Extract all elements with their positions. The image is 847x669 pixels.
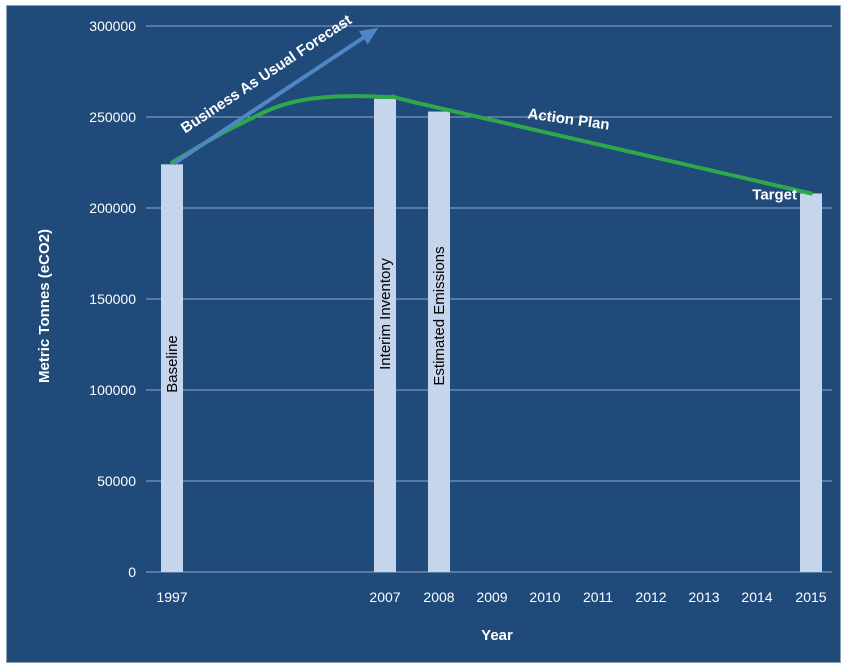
forecast-label: Business As Usual Forecast [178, 12, 355, 137]
action-plan-line [170, 94, 813, 196]
y-tick-label: 150000 [89, 291, 136, 307]
bar-2007 [374, 98, 396, 573]
chart-area: 0 50000 100000 150000 200000 250000 300000 1997… [6, 5, 841, 663]
x-tick-label: 2009 [476, 589, 507, 605]
forecast-arrow-shaft [172, 28, 377, 166]
emissions-chart: 0 50000 100000 150000 200000 250000 300000 1997… [36, 12, 832, 644]
y-tick-label: 200000 [89, 200, 136, 216]
bar-label: Estimated Emissions [431, 246, 448, 385]
y-axis-title: Metric Tonnes (eCO2) [36, 229, 53, 383]
x-tick-label: 2015 [795, 589, 826, 605]
x-tick-label: 2013 [688, 589, 719, 605]
y-tick-label: 100000 [89, 382, 136, 398]
y-tick-label: 0 [128, 564, 136, 580]
bar-2008 [428, 111, 450, 572]
x-tick-label: 1997 [156, 589, 187, 605]
y-tick-label: 300000 [89, 18, 136, 34]
target-label: Target [752, 186, 797, 203]
x-tick-label: 2011 [583, 589, 613, 605]
bar-label: Baseline [164, 335, 181, 393]
y-tick-label: 250000 [89, 109, 136, 125]
forecast-arrowhead-icon [358, 27, 379, 45]
bar-1997 [161, 164, 183, 572]
x-tick-label: 2008 [423, 589, 454, 605]
y-tick-label: 50000 [97, 473, 136, 489]
x-tick-label: 2007 [369, 589, 400, 605]
bar-2015 [800, 193, 822, 572]
bar-label: Interim Inventory [377, 258, 394, 370]
x-axis-title: Year [481, 627, 513, 644]
x-tick-label: 2012 [635, 589, 666, 605]
x-tick-label: 2014 [741, 589, 772, 605]
x-tick-label: 2010 [529, 589, 560, 605]
